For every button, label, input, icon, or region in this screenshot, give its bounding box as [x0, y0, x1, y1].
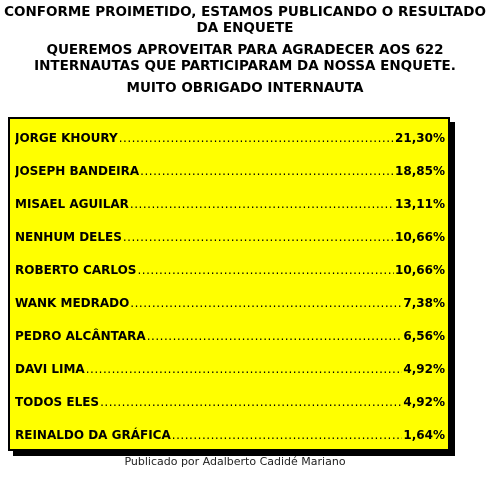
- candidate-name: DAVI LIMA: [15, 362, 85, 376]
- candidate-name: REINALDO DA GRÁFICA: [15, 428, 171, 442]
- candidate-name: TODOS ELES: [15, 395, 100, 409]
- candidate-percent: 1,64%: [403, 428, 445, 442]
- result-row: MISAEL AGUILAR 13,11%: [15, 193, 445, 211]
- candidate-name: MISAEL AGUILAR: [15, 197, 129, 211]
- candidate-name: PEDRO ALCÂNTARA: [15, 329, 146, 343]
- candidate-name: JORGE KHOURY: [15, 131, 118, 145]
- candidate-name: ROBERTO CARLOS: [15, 263, 137, 277]
- announcement-header: CONFORME PROIMETIDO, ESTAMOS PUBLICANDO …: [0, 4, 490, 96]
- dot-leader: [130, 296, 402, 310]
- dot-leader: [172, 428, 403, 442]
- dot-leader: [100, 395, 402, 409]
- poll-results-box: JORGE KHOURY 21,30% JOSEPH BANDEIRA 18,8…: [8, 117, 450, 451]
- candidate-percent: 7,38%: [403, 296, 445, 310]
- candidate-name: NENHUM DELES: [15, 230, 122, 244]
- dot-leader: [140, 164, 394, 178]
- candidate-percent: 4,92%: [403, 395, 445, 409]
- result-row: DAVI LIMA 4,92%: [15, 358, 445, 376]
- dot-leader: [119, 131, 394, 145]
- candidate-percent: 10,66%: [395, 263, 445, 277]
- author-credit: Publicado por Adalberto Cadidé Mariano: [124, 455, 346, 468]
- result-row: NENHUM DELES 10,66%: [15, 226, 445, 244]
- result-row: REINALDO DA GRÁFICA 1,64%: [15, 424, 445, 442]
- announcement-title: CONFORME PROIMETIDO, ESTAMOS PUBLICANDO …: [4, 4, 486, 36]
- candidate-percent: 13,11%: [395, 197, 445, 211]
- result-row: PEDRO ALCÂNTARA 6,56%: [15, 325, 445, 343]
- dot-leader: [130, 197, 394, 211]
- thanks-message: QUEREMOS APROVEITAR PARA AGRADECER AOS 6…: [34, 42, 456, 74]
- dot-leader: [86, 362, 403, 376]
- dot-leader: [147, 329, 403, 343]
- candidate-percent: 21,30%: [395, 131, 445, 145]
- result-row: ROBERTO CARLOS 10,66%: [15, 259, 445, 277]
- candidate-name: JOSEPH BANDEIRA: [15, 164, 140, 178]
- candidate-percent: 18,85%: [395, 164, 445, 178]
- gratitude-line: MUITO OBRIGADO INTERNAUTA: [126, 80, 364, 96]
- candidate-percent: 4,92%: [403, 362, 445, 376]
- candidate-percent: 6,56%: [403, 329, 445, 343]
- result-row: JORGE KHOURY 21,30%: [15, 127, 445, 145]
- result-row: WANK MEDRADO 7,38%: [15, 292, 445, 310]
- dot-leader: [123, 230, 394, 244]
- candidate-name: WANK MEDRADO: [15, 296, 130, 310]
- result-row: TODOS ELES 4,92%: [15, 391, 445, 409]
- dot-leader: [137, 263, 394, 277]
- candidate-percent: 10,66%: [395, 230, 445, 244]
- result-row: JOSEPH BANDEIRA 18,85%: [15, 160, 445, 178]
